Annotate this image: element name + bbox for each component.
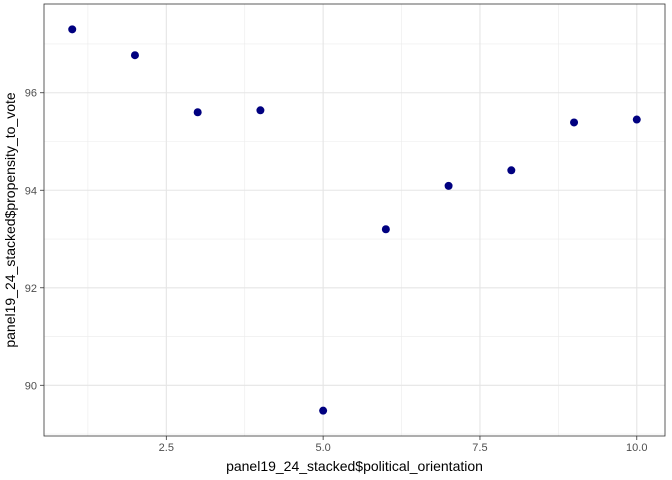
data-point bbox=[130, 51, 139, 60]
data-point bbox=[256, 106, 265, 115]
x-tick-label: 10.0 bbox=[626, 442, 647, 454]
x-tick-label: 7.5 bbox=[472, 442, 487, 454]
panel-border bbox=[43, 3, 666, 437]
data-point bbox=[507, 166, 516, 175]
data-point bbox=[68, 25, 77, 34]
y-axis-ticks: 90 92 94 96 bbox=[25, 88, 44, 392]
minor-gridlines bbox=[44, 4, 665, 436]
x-tick-label: 2.5 bbox=[159, 442, 174, 454]
data-points bbox=[68, 25, 641, 415]
data-point bbox=[444, 181, 453, 190]
x-axis-ticks: 2.5 5.0 7.5 10.0 bbox=[159, 436, 647, 454]
y-tick-label: 90 bbox=[25, 380, 37, 392]
data-point bbox=[319, 406, 328, 415]
major-gridlines bbox=[44, 4, 665, 436]
x-tick-label: 5.0 bbox=[315, 442, 330, 454]
x-axis-title: panel19_24_stacked$political_orientation bbox=[226, 458, 483, 474]
y-tick-label: 92 bbox=[25, 283, 37, 295]
y-tick-label: 94 bbox=[25, 185, 37, 197]
y-axis-title: panel19_24_stacked$propensity_to_vote bbox=[2, 92, 18, 348]
data-point bbox=[570, 118, 579, 127]
data-point bbox=[381, 225, 390, 234]
data-point bbox=[632, 115, 641, 124]
data-point bbox=[193, 108, 202, 117]
y-tick-label: 96 bbox=[25, 88, 37, 100]
